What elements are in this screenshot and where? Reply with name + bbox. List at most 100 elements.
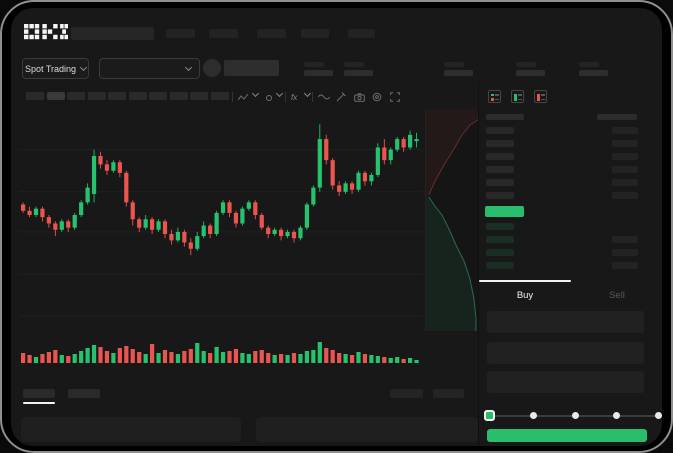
header-search-placeholder[interactable] bbox=[71, 27, 154, 40]
volume-bar bbox=[85, 348, 90, 363]
fullscreen-icon[interactable] bbox=[390, 91, 404, 103]
chevron-down-icon[interactable] bbox=[303, 89, 312, 98]
ask-amount-placeholder[interactable] bbox=[612, 140, 638, 147]
bottom-tab[interactable] bbox=[68, 389, 100, 398]
depth-bids-area bbox=[426, 197, 476, 331]
overlay-style-icon[interactable] bbox=[265, 91, 279, 103]
volume-bar bbox=[414, 360, 419, 363]
nav-item-placeholder[interactable] bbox=[257, 29, 286, 38]
ask-price-placeholder[interactable] bbox=[486, 140, 514, 147]
order-price-field[interactable] bbox=[487, 311, 644, 333]
order-amount-field[interactable] bbox=[487, 342, 644, 364]
draw-icon[interactable] bbox=[336, 91, 350, 103]
buy-submit-button[interactable] bbox=[487, 429, 647, 442]
stat-label-placeholder bbox=[579, 62, 599, 67]
timeframe-button[interactable] bbox=[46, 92, 65, 100]
volume-bar bbox=[104, 351, 110, 363]
slider-stop-dot[interactable] bbox=[655, 412, 662, 419]
ask-amount-placeholder[interactable] bbox=[612, 166, 638, 173]
ask-amount-placeholder[interactable] bbox=[612, 153, 638, 160]
instrument-type-selector[interactable]: Spot Trading bbox=[22, 58, 89, 79]
settings-icon[interactable] bbox=[372, 91, 386, 103]
tab-buy[interactable]: Buy bbox=[516, 289, 534, 301]
book-both-icon[interactable] bbox=[488, 90, 501, 103]
timeframe-button[interactable] bbox=[26, 92, 44, 100]
volume-bar bbox=[162, 350, 168, 363]
ask-price-placeholder[interactable] bbox=[486, 179, 514, 186]
bid-price-placeholder[interactable] bbox=[486, 223, 514, 230]
ask-amount-placeholder[interactable] bbox=[612, 179, 638, 186]
timeframe-button[interactable] bbox=[67, 92, 85, 100]
bid-price-placeholder[interactable] bbox=[486, 249, 514, 256]
camera-icon[interactable] bbox=[354, 91, 368, 103]
bid-amount-placeholder[interactable] bbox=[612, 262, 638, 269]
bottom-input-placeholder[interactable] bbox=[21, 417, 241, 442]
volume-bar bbox=[124, 346, 129, 363]
candle-body bbox=[143, 219, 148, 228]
ask-price-placeholder[interactable] bbox=[486, 153, 514, 160]
slider-handle[interactable] bbox=[484, 410, 495, 421]
candle-body bbox=[111, 162, 116, 171]
pair-name-placeholder bbox=[224, 60, 279, 76]
depth-chart[interactable] bbox=[425, 109, 480, 331]
timeframe-button[interactable] bbox=[169, 92, 188, 100]
nav-item-placeholder[interactable] bbox=[348, 29, 375, 38]
book-asks-icon[interactable] bbox=[534, 90, 547, 103]
volume-bar bbox=[53, 350, 58, 363]
ask-amount-placeholder[interactable] bbox=[612, 127, 638, 134]
order-total-field[interactable] bbox=[487, 371, 644, 393]
wave-icon[interactable] bbox=[318, 91, 332, 103]
ask-price-placeholder[interactable] bbox=[486, 166, 514, 173]
tab-sell[interactable]: Sell bbox=[609, 289, 625, 301]
ask-price-placeholder[interactable] bbox=[486, 127, 514, 134]
timeframe-button[interactable] bbox=[128, 92, 147, 100]
candle-body bbox=[266, 227, 271, 235]
candle-body bbox=[79, 202, 84, 216]
candle-body bbox=[356, 172, 361, 190]
book-bids-icon[interactable] bbox=[511, 90, 524, 103]
okx-logo[interactable] bbox=[24, 24, 68, 40]
volume-bar bbox=[356, 352, 361, 363]
volume-bar bbox=[401, 359, 406, 363]
bid-amount-placeholder[interactable] bbox=[612, 236, 638, 243]
pair-selector[interactable] bbox=[99, 58, 200, 79]
timeframe-button[interactable] bbox=[149, 92, 167, 100]
volume-bar bbox=[111, 353, 116, 363]
candle-body bbox=[175, 231, 180, 241]
ask-amount-placeholder[interactable] bbox=[612, 192, 638, 199]
bid-amount-placeholder[interactable] bbox=[612, 249, 638, 256]
candle-body bbox=[298, 227, 303, 239]
volume-bar bbox=[182, 351, 187, 363]
nav-item-placeholder[interactable] bbox=[209, 29, 238, 38]
timeframe-button[interactable] bbox=[87, 92, 106, 100]
candle-body bbox=[21, 204, 26, 211]
bid-price-placeholder[interactable] bbox=[486, 262, 514, 269]
bottom-action-placeholder[interactable] bbox=[433, 389, 464, 398]
bottom-action-placeholder[interactable] bbox=[390, 389, 423, 398]
timeframe-button[interactable] bbox=[108, 92, 126, 100]
bottom-tab[interactable] bbox=[23, 389, 55, 398]
volume-bar bbox=[59, 355, 64, 363]
slider-stop-dot[interactable] bbox=[571, 412, 579, 419]
candle-body bbox=[117, 162, 122, 173]
slider-stop-dot[interactable] bbox=[613, 412, 621, 419]
bottom-input-placeholder[interactable] bbox=[256, 417, 478, 442]
ask-price-placeholder[interactable] bbox=[486, 192, 514, 199]
chevron-down-icon[interactable] bbox=[251, 89, 260, 98]
nav-item-placeholder[interactable] bbox=[166, 29, 195, 38]
slider-stop-dot[interactable] bbox=[529, 412, 537, 419]
bid-price-placeholder[interactable] bbox=[486, 236, 514, 243]
stat-label-placeholder bbox=[344, 62, 364, 67]
timeframe-button[interactable] bbox=[190, 92, 208, 100]
volume-bar bbox=[214, 347, 219, 363]
candle-style-icon[interactable] bbox=[238, 91, 252, 103]
indicators-icon[interactable]: fx bbox=[291, 92, 298, 102]
volume-bar bbox=[201, 351, 206, 363]
last-price-badge[interactable] bbox=[485, 206, 524, 217]
nav-item-placeholder[interactable] bbox=[301, 29, 329, 38]
price-chart-canvas[interactable] bbox=[19, 106, 425, 374]
amount-slider[interactable] bbox=[491, 412, 662, 419]
volume-bar bbox=[33, 357, 39, 363]
timeframe-button[interactable] bbox=[210, 92, 229, 100]
